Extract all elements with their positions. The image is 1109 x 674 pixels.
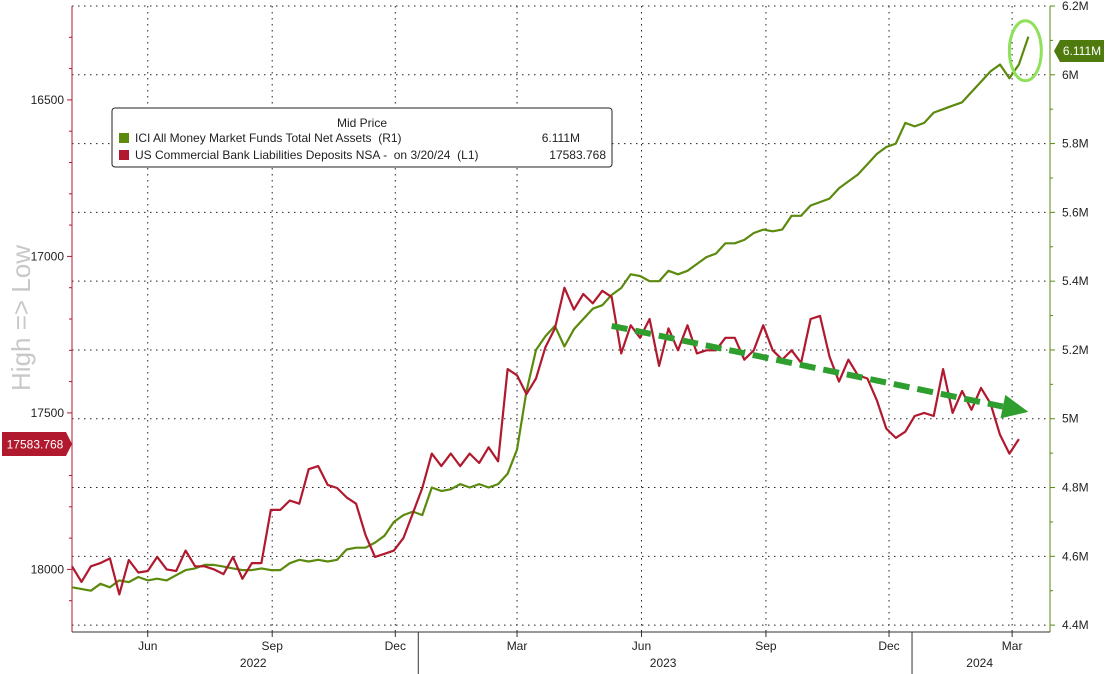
legend-swatch-mmf (119, 133, 129, 143)
right-tick-label-8: 6M (1062, 68, 1079, 82)
legend-swatch-deposits (119, 150, 129, 160)
left-tick-label-2: 17500 (31, 406, 65, 420)
right-tick-label-9: 6.2M (1062, 0, 1089, 13)
left-last-value-text: 17583.768 (7, 438, 64, 452)
x-tick-label-0: Jun (138, 639, 157, 653)
x-tick-label-1: Sep (262, 639, 284, 653)
right-tick-label-1: 4.6M (1062, 549, 1089, 563)
legend-box (111, 107, 613, 168)
legend-value-deposits: 17583.768 (549, 148, 606, 162)
left-tick-label-0: 16500 (31, 93, 65, 107)
x-tick-label-7: Mar (1002, 639, 1023, 653)
left-last-value-badge (2, 432, 72, 456)
right-tick-label-7: 5.8M (1062, 137, 1089, 151)
left-last-value-tag: 17583.768 (2, 432, 72, 456)
x-tick-label-6: Dec (878, 639, 899, 653)
legend-title: Mid Price (337, 116, 387, 130)
highlight-ellipse (1007, 19, 1043, 83)
legend: Mid Price ICI All Money Market Funds Tot… (111, 107, 613, 168)
left-tick-label-3: 18000 (31, 562, 65, 576)
left-tick-label-1: 17000 (31, 249, 65, 263)
right-tick-label-0: 4.4M (1062, 618, 1089, 632)
x-tick-label-4: Jun (632, 639, 651, 653)
x-tick-label-5: Sep (755, 639, 777, 653)
right-last-value-tag: 6.111M (1054, 40, 1104, 62)
right-last-value-badge (1054, 40, 1104, 62)
x-year-label-2: 2024 (966, 656, 993, 670)
right-tick-label-4: 5.2M (1062, 343, 1089, 357)
x-year-label-0: 2022 (240, 656, 267, 670)
axes: 16500 17000 17500 18000 4.4M 4.6M 4.8M 5M 5.2M 5.… (31, 0, 1089, 674)
annotations-layer (611, 19, 1043, 419)
right-tick-label-3: 5M (1062, 412, 1079, 426)
x-year-label-1: 2023 (650, 656, 677, 670)
right-last-value-text: 6.111M (1063, 44, 1101, 58)
trend-arrow-head (1000, 394, 1029, 419)
legend-label-deposits: US Commercial Bank Liabilities Deposits … (135, 148, 478, 162)
legend-label-mmf: ICI All Money Market Funds Total Net Ass… (135, 131, 402, 145)
x-tick-label-3: Mar (507, 639, 528, 653)
trend-arrow-shaft (611, 322, 1004, 410)
right-tick-label-5: 5.4M (1062, 274, 1089, 288)
left-axis-label: High => Low (6, 245, 36, 391)
x-tick-label-2: Dec (385, 639, 406, 653)
right-tick-label-2: 4.8M (1062, 481, 1089, 495)
legend-value-mmf: 6.111M (542, 131, 580, 145)
right-tick-label-6: 5.6M (1062, 205, 1089, 219)
